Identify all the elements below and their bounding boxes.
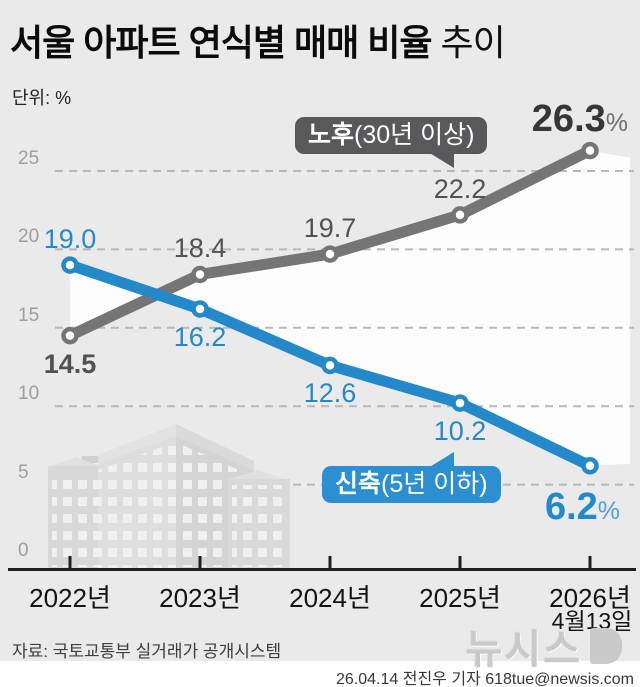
- legend-bubble-new-apartments: 신축(5년 이하): [322, 452, 501, 503]
- percent-sign: %: [597, 497, 620, 525]
- byline: 26.04.14 전진우 기자 618tue@newsis.com: [336, 671, 634, 687]
- page-title: 서울 아파트 연식별 매매 비율 추이: [10, 14, 506, 66]
- apartment-buildings-illustration: [46, 424, 292, 569]
- data-point-label: 18.4: [173, 233, 227, 264]
- y-axis-tick-label: 15: [18, 304, 40, 326]
- legend-bubble-old-apartments: 노후(30년 이상): [295, 117, 488, 168]
- percent-sign: %: [605, 109, 628, 137]
- source-note: 자료: 국토교통부 실거래가 공개시스템: [12, 642, 282, 661]
- data-point-label: 12.6: [303, 378, 357, 409]
- newsis-logo-text: 뉴시스: [465, 628, 582, 672]
- x-axis-label: 2022년: [29, 583, 111, 613]
- x-axis-label: 2025년: [419, 583, 501, 613]
- legend-old-bold: 노후: [308, 121, 355, 149]
- y-axis-tick-label: 20: [18, 226, 40, 248]
- end-value-new: 6.2%: [496, 486, 620, 529]
- x-axis-label: 2024년: [289, 583, 371, 613]
- data-point-label: 22.2: [433, 173, 487, 204]
- bottom-strip: [0, 661, 640, 687]
- legend-new-rest: (5년 이하): [381, 470, 488, 498]
- newsis-logo-mark-icon: [590, 628, 622, 664]
- data-point-label: 16.2: [173, 321, 227, 352]
- end-value-new-number: 6.2: [544, 486, 598, 528]
- data-point-label: 19.0: [43, 224, 97, 255]
- between-lines-fill: [70, 150, 630, 466]
- x-axis-label: 2023년: [159, 583, 241, 613]
- newsis-watermark: 뉴시스: [466, 617, 622, 675]
- y-axis-tick-label: 25: [18, 148, 40, 169]
- y-axis-tick-label: 10: [18, 383, 40, 405]
- end-value-old-number: 26.3: [531, 98, 606, 140]
- x-axis-label: 2026년: [549, 583, 631, 613]
- legend-old-rest: (30년 이상): [354, 121, 475, 149]
- data-point-label: 10.2: [433, 416, 487, 447]
- y-axis-tick-label: 5: [18, 461, 29, 483]
- page-title-tail: 추이: [440, 22, 505, 63]
- data-lines: [61, 141, 599, 475]
- x-axis: [8, 556, 636, 571]
- end-value-old: 26.3%: [498, 98, 628, 141]
- data-point-label: 19.7: [303, 213, 357, 244]
- data-point-label: 14.5: [43, 348, 97, 379]
- unit-label: 단위: %: [12, 88, 72, 108]
- y-axis-tick-label: 0: [18, 540, 29, 561]
- page-title-main: 서울 아파트 연식별 매매 비율: [10, 22, 432, 63]
- legend-new-bold: 신축: [335, 470, 382, 498]
